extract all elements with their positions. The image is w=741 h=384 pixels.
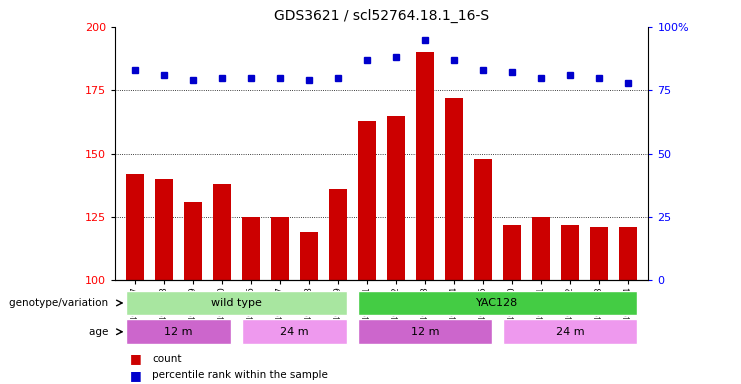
Bar <box>503 319 637 344</box>
Text: age: age <box>88 327 111 337</box>
Bar <box>213 184 231 280</box>
Bar <box>532 217 550 280</box>
Title: GDS3621 / scl52764.18.1_16-S: GDS3621 / scl52764.18.1_16-S <box>274 9 489 23</box>
Text: YAC128: YAC128 <box>476 298 519 308</box>
Bar <box>127 291 347 315</box>
Bar <box>330 189 347 280</box>
Bar <box>127 174 144 280</box>
Bar <box>474 159 492 280</box>
Bar <box>300 232 318 280</box>
Bar <box>242 319 347 344</box>
Bar <box>591 227 608 280</box>
Bar <box>503 225 521 280</box>
Text: count: count <box>152 354 182 364</box>
Bar <box>185 202 202 280</box>
Bar <box>271 217 289 280</box>
Bar <box>562 225 579 280</box>
Text: 12 m: 12 m <box>165 327 193 337</box>
Bar <box>242 217 260 280</box>
Text: 24 m: 24 m <box>556 327 585 337</box>
Bar <box>156 179 173 280</box>
Text: genotype/variation: genotype/variation <box>9 298 111 308</box>
Bar <box>445 98 463 280</box>
Bar <box>388 116 405 280</box>
Bar <box>127 319 231 344</box>
Bar <box>359 319 492 344</box>
Bar <box>416 52 433 280</box>
Text: ■: ■ <box>130 353 142 366</box>
Text: 24 m: 24 m <box>280 327 309 337</box>
Bar <box>619 227 637 280</box>
Bar <box>359 291 637 315</box>
Text: percentile rank within the sample: percentile rank within the sample <box>152 370 328 380</box>
Text: ■: ■ <box>130 369 142 382</box>
Text: 12 m: 12 m <box>411 327 439 337</box>
Text: wild type: wild type <box>211 298 262 308</box>
Bar <box>359 121 376 280</box>
